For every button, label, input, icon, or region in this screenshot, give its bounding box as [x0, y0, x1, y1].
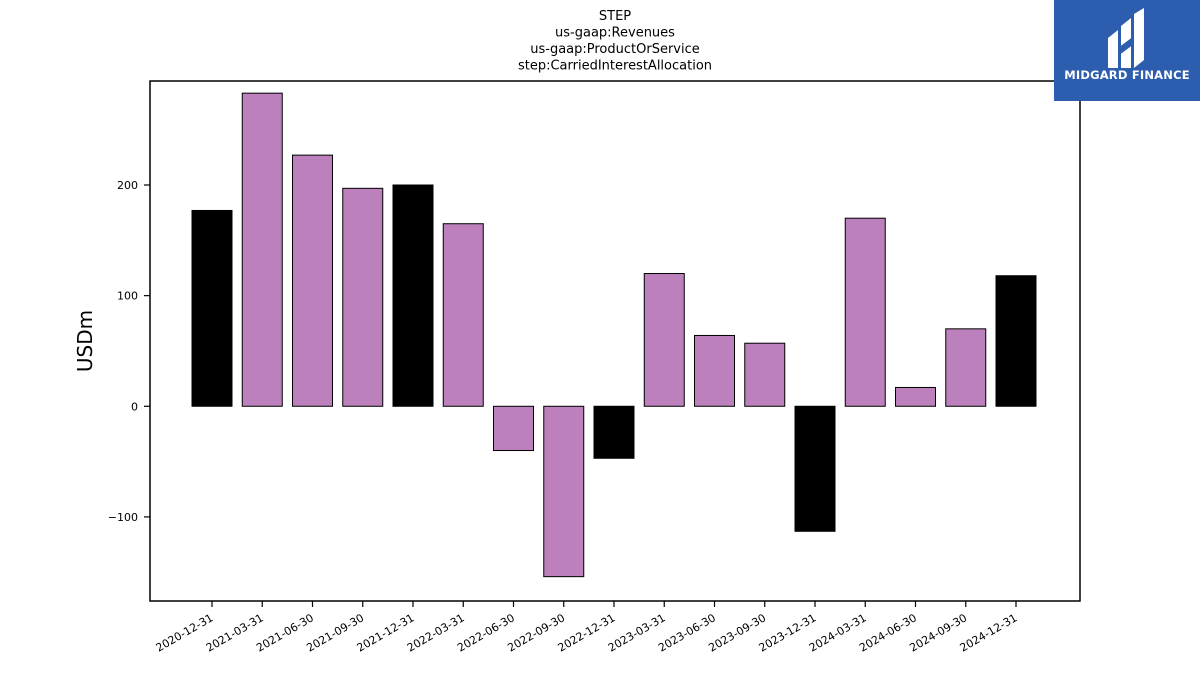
- bar-2023-12-31: [794, 405, 836, 532]
- bar-2023-03-31: [643, 273, 685, 407]
- bar-2024-12-31: [995, 275, 1037, 407]
- chart-title: STEP us-gaap:Revenuesus-gaap:ProductOrSer…: [518, 9, 712, 74]
- y-tick-label: 0: [131, 400, 138, 413]
- bar-2023-06-30: [694, 334, 735, 407]
- bar-2024-06-30: [895, 386, 936, 407]
- midgard-logo-icon: [1108, 8, 1144, 68]
- bar-2021-06-30: [292, 154, 333, 407]
- x-tick-label: 2024-12-31: [958, 611, 1020, 654]
- bar-2021-03-31: [241, 92, 283, 407]
- chart-title-line: step:CarriedInterestAllocation: [518, 59, 712, 74]
- chart-title-line: us-gaap:ProductOrService: [530, 42, 700, 57]
- y-tick-label: −100: [108, 511, 138, 524]
- y-axis-label: USDm: [73, 310, 97, 372]
- bars-group: [191, 92, 1037, 578]
- bar-2020-12-31: [191, 209, 233, 407]
- chart-title-line: us-gaap:Revenues: [555, 26, 675, 41]
- bar-2022-12-31: [593, 405, 635, 459]
- y-tick-label: 200: [117, 179, 138, 192]
- bar-2022-06-30: [493, 405, 534, 452]
- chart-title-line: STEP: [599, 9, 631, 24]
- bar-2022-03-31: [442, 223, 484, 407]
- bar-2022-09-30: [543, 405, 585, 578]
- plot-frame: [149, 80, 1081, 602]
- midgard-finance-logo: MIDGARD FINANCE: [1054, 0, 1200, 101]
- bar-2024-03-31: [844, 217, 886, 407]
- bar-2023-09-30: [744, 342, 786, 407]
- bar-2024-09-30: [945, 328, 987, 407]
- y-tick-label: 100: [117, 290, 138, 303]
- bar-2021-09-30: [342, 187, 384, 407]
- logo-text: MIDGARD FINANCE: [1064, 68, 1190, 82]
- bar-2021-12-31: [392, 184, 434, 407]
